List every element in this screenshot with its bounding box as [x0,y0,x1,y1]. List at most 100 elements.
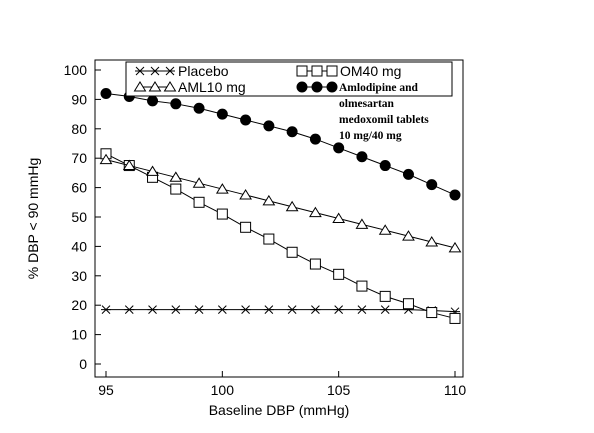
x-axis-title: Baseline DBP (mmHg) [209,402,350,418]
plot-frame [94,59,464,378]
data-point [449,189,461,201]
legend-box [125,61,453,97]
x-tick-label: 95 [98,382,114,398]
legend-entry: Placebo [135,63,229,79]
y-tick-label: 60 [71,180,87,196]
legend-marker [165,66,175,76]
data-point [286,126,298,138]
y-tick-label: 0 [79,356,87,372]
legend-label-line: Amlodipine and [339,82,419,94]
y-tick-label: 20 [71,297,87,313]
data-point [356,280,368,292]
data-point [99,153,113,165]
data-point [310,305,321,314]
data-point [193,196,205,208]
data-point [170,98,182,110]
data-point [170,183,182,195]
x-axis-ticks: 95 100 105 110 [98,371,466,398]
x-tick-label: 110 [444,382,467,398]
data-point [262,194,276,206]
data-point [147,95,159,107]
legend-marker [296,65,308,77]
data-point [402,168,414,180]
data-point [215,183,229,194]
data-point [216,108,228,120]
legend-marker [133,81,147,92]
data-point [448,241,462,253]
legend-label-line: medoxomil tablets [339,114,429,126]
y-tick-label: 10 [71,327,87,343]
legend-label-line: olmesartan [339,98,395,110]
y-tick-label: 100 [64,62,88,78]
data-point [379,160,391,172]
y-tick-label: 90 [71,91,87,107]
legend-entry: OM40 mg [296,63,401,79]
data-point [263,305,274,314]
data-point [309,206,322,218]
y-tick-label: 70 [71,150,87,166]
series-layer [99,88,462,324]
plot-area: 0 10 20 30 40 50 60 70 80 90 100 95 100 105 110 [64,59,466,398]
data-point [193,102,205,114]
data-point [332,212,346,223]
data-point [356,151,368,163]
legend-label: OM40 mg [340,63,401,79]
data-point [378,224,392,235]
data-point [217,305,228,314]
x-tick-label: 105 [327,382,351,398]
legend-marker [150,66,160,76]
data-point [263,233,275,245]
data-point [333,305,344,314]
legend-entry: Amlodipine and olmesartan medoxomil tablet… [296,81,429,142]
data-point [309,258,321,270]
data-point [194,305,205,314]
series-star [101,305,460,317]
legend-marker [311,65,323,77]
series-filled-circle [100,88,461,201]
legend-label: Placebo [178,63,229,79]
legend-label: AML10 mg [178,79,246,95]
data-point [425,236,439,247]
data-point [379,290,391,302]
x-tick-label: 100 [211,382,235,398]
data-point [101,305,111,314]
data-point [146,165,159,176]
data-point [216,208,228,220]
data-point [285,200,299,212]
data-point [192,177,206,188]
y-tick-label: 50 [71,209,87,225]
y-tick-label: 80 [71,121,87,137]
data-point [100,88,112,100]
legend-marker [148,81,162,92]
data-point [124,305,135,314]
data-point [426,179,438,191]
y-tick-label: 30 [71,268,87,284]
data-point [239,188,252,200]
y-tick-label: 40 [71,238,87,254]
data-point [170,305,181,314]
legend-marker [326,81,338,93]
data-point [240,221,252,233]
legend-marker [296,81,308,93]
legend-label-line: 10 mg/40 mg [339,130,402,142]
legend-marker [326,65,338,77]
series-line [105,153,456,319]
data-point [169,171,183,182]
data-point [147,305,158,314]
data-point [286,246,298,258]
data-point [355,218,369,229]
y-axis-ticks: 0 10 20 30 40 50 60 70 80 90 100 [64,62,101,372]
series-triangle [99,153,462,253]
series-line [105,93,456,196]
data-point [402,230,415,241]
legend-marker [163,81,177,92]
legend-marker [311,81,323,93]
data-point [263,120,275,132]
data-point [356,305,367,314]
data-point [122,159,136,171]
y-axis-title: % DBP < 90 mmHg [25,158,41,280]
legend-marker [135,66,145,76]
series-line [106,309,456,313]
data-point [402,298,414,310]
